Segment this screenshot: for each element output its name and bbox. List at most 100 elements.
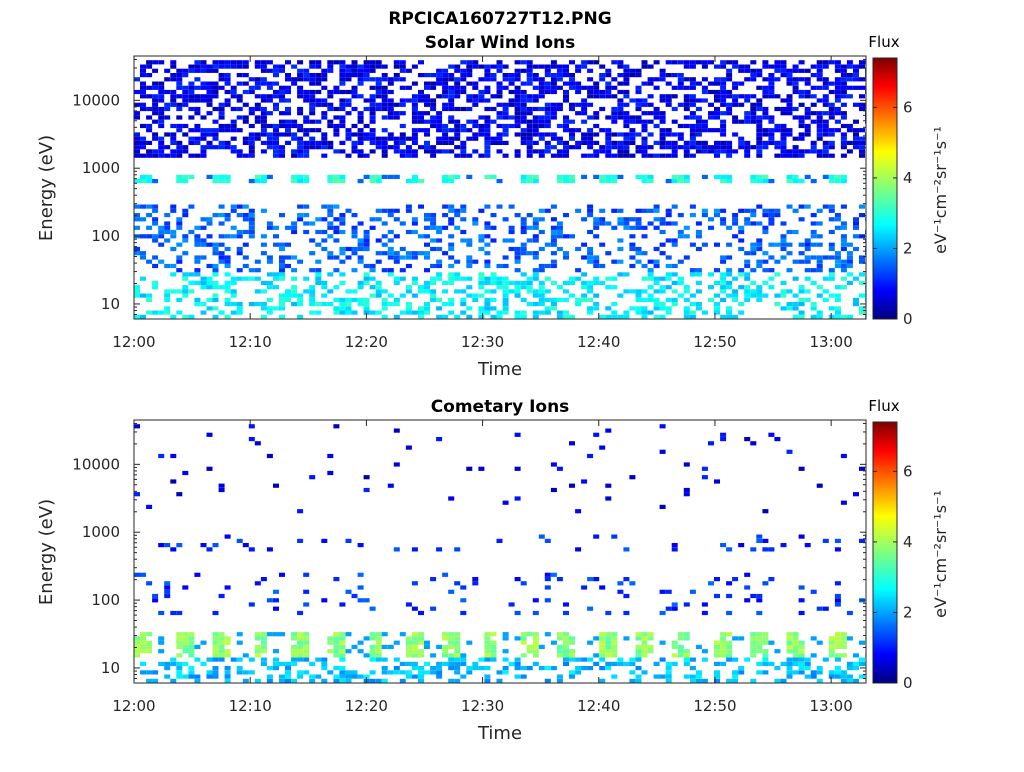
heatmap-cell [834, 98, 841, 103]
heatmap-cell [176, 225, 183, 230]
heatmap-cell [260, 174, 267, 179]
heatmap-cell [695, 221, 702, 226]
heatmap-cell [689, 674, 696, 679]
heatmap-cell [514, 255, 521, 260]
heatmap-cell [575, 64, 582, 69]
heatmap-cell [212, 132, 219, 137]
heatmap-cell [859, 293, 865, 298]
heatmap-cell [683, 94, 690, 99]
heatmap-cell [466, 293, 473, 298]
heatmap-cell [200, 60, 207, 65]
heatmap-cell [762, 106, 769, 112]
heatmap-cell [550, 89, 557, 95]
heatmap-cell [816, 64, 823, 69]
heatmap-cell [744, 289, 751, 294]
heatmap-cell [641, 644, 648, 649]
heatmap-cell [563, 179, 569, 184]
heatmap-cell [647, 293, 654, 298]
heatmap-cell [418, 678, 424, 683]
heatmap-cell [254, 179, 261, 184]
heatmap-cell [333, 678, 340, 683]
heatmap-cell [496, 123, 503, 129]
heatmap-cell [399, 123, 406, 129]
heatmap-cell [176, 670, 183, 675]
heatmap-cell [490, 238, 497, 243]
heatmap-cell [726, 77, 733, 82]
heatmap-cell [623, 119, 630, 124]
heatmap-cell [563, 213, 569, 218]
heatmap-cell [756, 145, 763, 150]
heatmap-cell [635, 73, 642, 78]
heatmap-cell [375, 136, 382, 141]
heatmap-cell [641, 225, 648, 230]
heatmap-cell [448, 272, 455, 277]
heatmap-cell [454, 132, 461, 137]
heatmap-cell [472, 581, 479, 586]
heatmap-cell [641, 263, 648, 269]
heatmap-cell [170, 661, 177, 666]
heatmap-cell [556, 153, 563, 158]
heatmap-cell [321, 657, 328, 662]
heatmap-cell [786, 77, 793, 82]
heatmap-cell [853, 678, 859, 683]
heatmap-cell [327, 94, 334, 99]
heatmap-cell [466, 640, 473, 645]
heatmap-cell [550, 204, 557, 209]
heatmap-cell [212, 246, 219, 252]
heatmap-cell [677, 136, 684, 141]
heatmap-cell [188, 85, 195, 90]
heatmap-cell [701, 64, 708, 69]
heatmap-cell [635, 657, 642, 662]
heatmap-cell [738, 140, 745, 145]
heatmap-cell [532, 225, 539, 230]
heatmap-cell [381, 314, 388, 319]
heatmap-cell [357, 255, 364, 260]
heatmap-cell [405, 644, 412, 649]
heatmap-cell [315, 229, 322, 235]
heatmap-cell [520, 136, 527, 141]
heatmap-cell [575, 302, 582, 307]
heatmap-cell [405, 640, 412, 645]
heatmap-cell [260, 280, 267, 285]
heatmap-cell [303, 128, 310, 133]
heatmap-cell [593, 174, 600, 179]
heatmap-cell [714, 593, 720, 599]
heatmap-cell [798, 94, 805, 99]
heatmap-cell [309, 119, 316, 124]
heatmap-cell [611, 77, 618, 82]
heatmap-cell [774, 128, 781, 133]
heatmap-cell [786, 174, 793, 179]
heatmap-cell [442, 653, 449, 658]
heatmap-cell [152, 234, 159, 239]
heatmap-cell [418, 89, 424, 95]
heatmap-cell [605, 610, 612, 616]
heatmap-cell [436, 68, 443, 73]
heatmap-cell [587, 251, 594, 256]
heatmap-cell [641, 111, 648, 116]
heatmap-cell [448, 140, 455, 145]
heatmap-cell [538, 285, 545, 290]
heatmap-cell [780, 234, 787, 239]
heatmap-cell [230, 302, 237, 307]
heatmap-cell [478, 666, 485, 671]
heatmap-cell [738, 666, 745, 671]
heatmap-cell [720, 297, 727, 302]
heatmap-cell [212, 674, 219, 679]
heatmap-cell [430, 606, 437, 611]
heatmap-cell [224, 670, 231, 675]
heatmap-cell [448, 64, 455, 69]
heatmap-cell [454, 153, 461, 158]
heatmap-cell [520, 89, 527, 95]
heatmap-cell [762, 174, 769, 179]
heatmap-cell [345, 208, 352, 213]
heatmap-cell [556, 123, 563, 129]
heatmap-cell [448, 640, 455, 645]
heatmap-cell [206, 297, 213, 302]
heatmap-cell [756, 123, 763, 129]
heatmap-cell [563, 68, 569, 73]
heatmap-cell [164, 581, 171, 586]
heatmap-cell [520, 251, 527, 256]
heatmap-cell [134, 424, 140, 429]
heatmap-cell [653, 140, 660, 145]
